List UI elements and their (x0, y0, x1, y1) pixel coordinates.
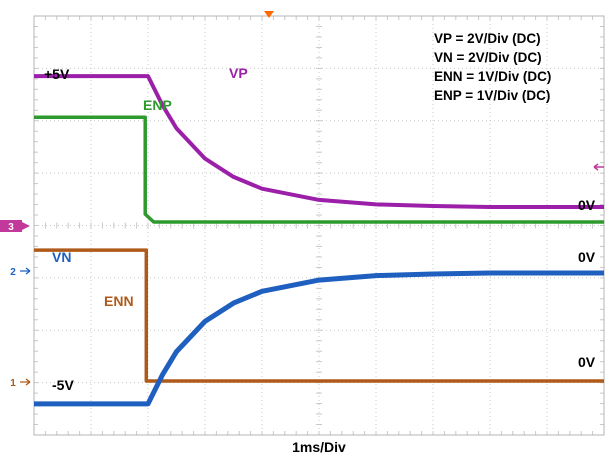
traces (34, 74, 604, 407)
level-minus5v: -5V (52, 377, 74, 393)
trace-enn (34, 248, 604, 383)
level-zero-vp: 0V (578, 197, 596, 213)
channel-2-label: 2 (10, 267, 16, 278)
channel-1-marker: 1 (10, 378, 31, 389)
note-enn: ENN = 1V/Div (DC) (434, 69, 551, 84)
trigger-level-arrow (593, 163, 604, 171)
level-zero-vn: 0V (578, 249, 596, 265)
channel-2-marker: 2 (10, 267, 31, 278)
channel-1-label: 1 (10, 378, 16, 389)
level-plus5v: +5V (44, 66, 70, 82)
x-axis-label: 1ms/Div (292, 439, 346, 455)
series-label-enn: ENN (104, 293, 134, 309)
note-enp: ENP = 1V/Div (DC) (434, 88, 550, 103)
channel-3-marker: 3 (0, 220, 30, 233)
scale-notes: VP = 2V/Div (DC) VN = 2V/Div (DC) ENN = … (434, 31, 551, 103)
series-label-vp: VP (229, 65, 248, 81)
trace-vn (34, 270, 604, 407)
trace-vp (34, 74, 604, 209)
trigger-position-marker (264, 11, 274, 18)
series-label-enp: ENP (143, 97, 172, 113)
level-zero-enn: 0V (578, 354, 596, 370)
plot-frame (33, 15, 605, 436)
series-label-vn: VN (52, 249, 71, 265)
note-vp: VP = 2V/Div (DC) (434, 31, 541, 46)
note-vn: VN = 2V/Div (DC) (434, 50, 542, 65)
channel-3-label: 3 (8, 222, 14, 233)
trace-enp (34, 115, 604, 224)
